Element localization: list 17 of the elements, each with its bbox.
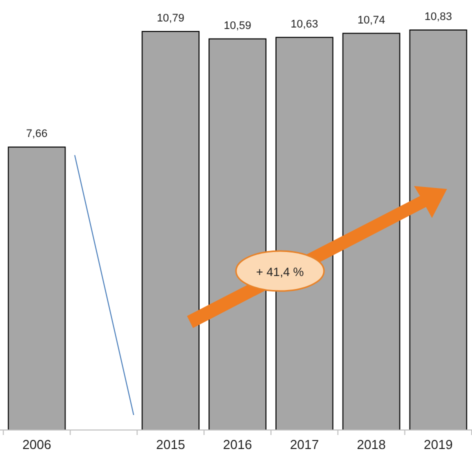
data-label: 10,83 xyxy=(424,11,452,23)
data-label: 10,74 xyxy=(358,14,386,26)
x-tick-label: 2019 xyxy=(424,437,453,452)
bar xyxy=(409,30,468,430)
bar xyxy=(142,30,200,430)
x-tick-label: 2015 xyxy=(156,437,186,452)
annotation: + 41,4 % xyxy=(256,265,304,279)
x-tick-label: 2006 xyxy=(22,437,52,452)
data-label: 10,79 xyxy=(156,12,184,24)
data-label: 7,66 xyxy=(26,128,48,140)
data-label: 10,59 xyxy=(224,20,252,32)
x-tick-label: 2018 xyxy=(356,437,386,452)
x-tick-label: 2016 xyxy=(223,437,252,452)
bar xyxy=(342,32,400,430)
x-tick-label: 2017 xyxy=(290,437,319,452)
data-label: 10,63 xyxy=(290,18,318,30)
bar xyxy=(8,146,66,430)
